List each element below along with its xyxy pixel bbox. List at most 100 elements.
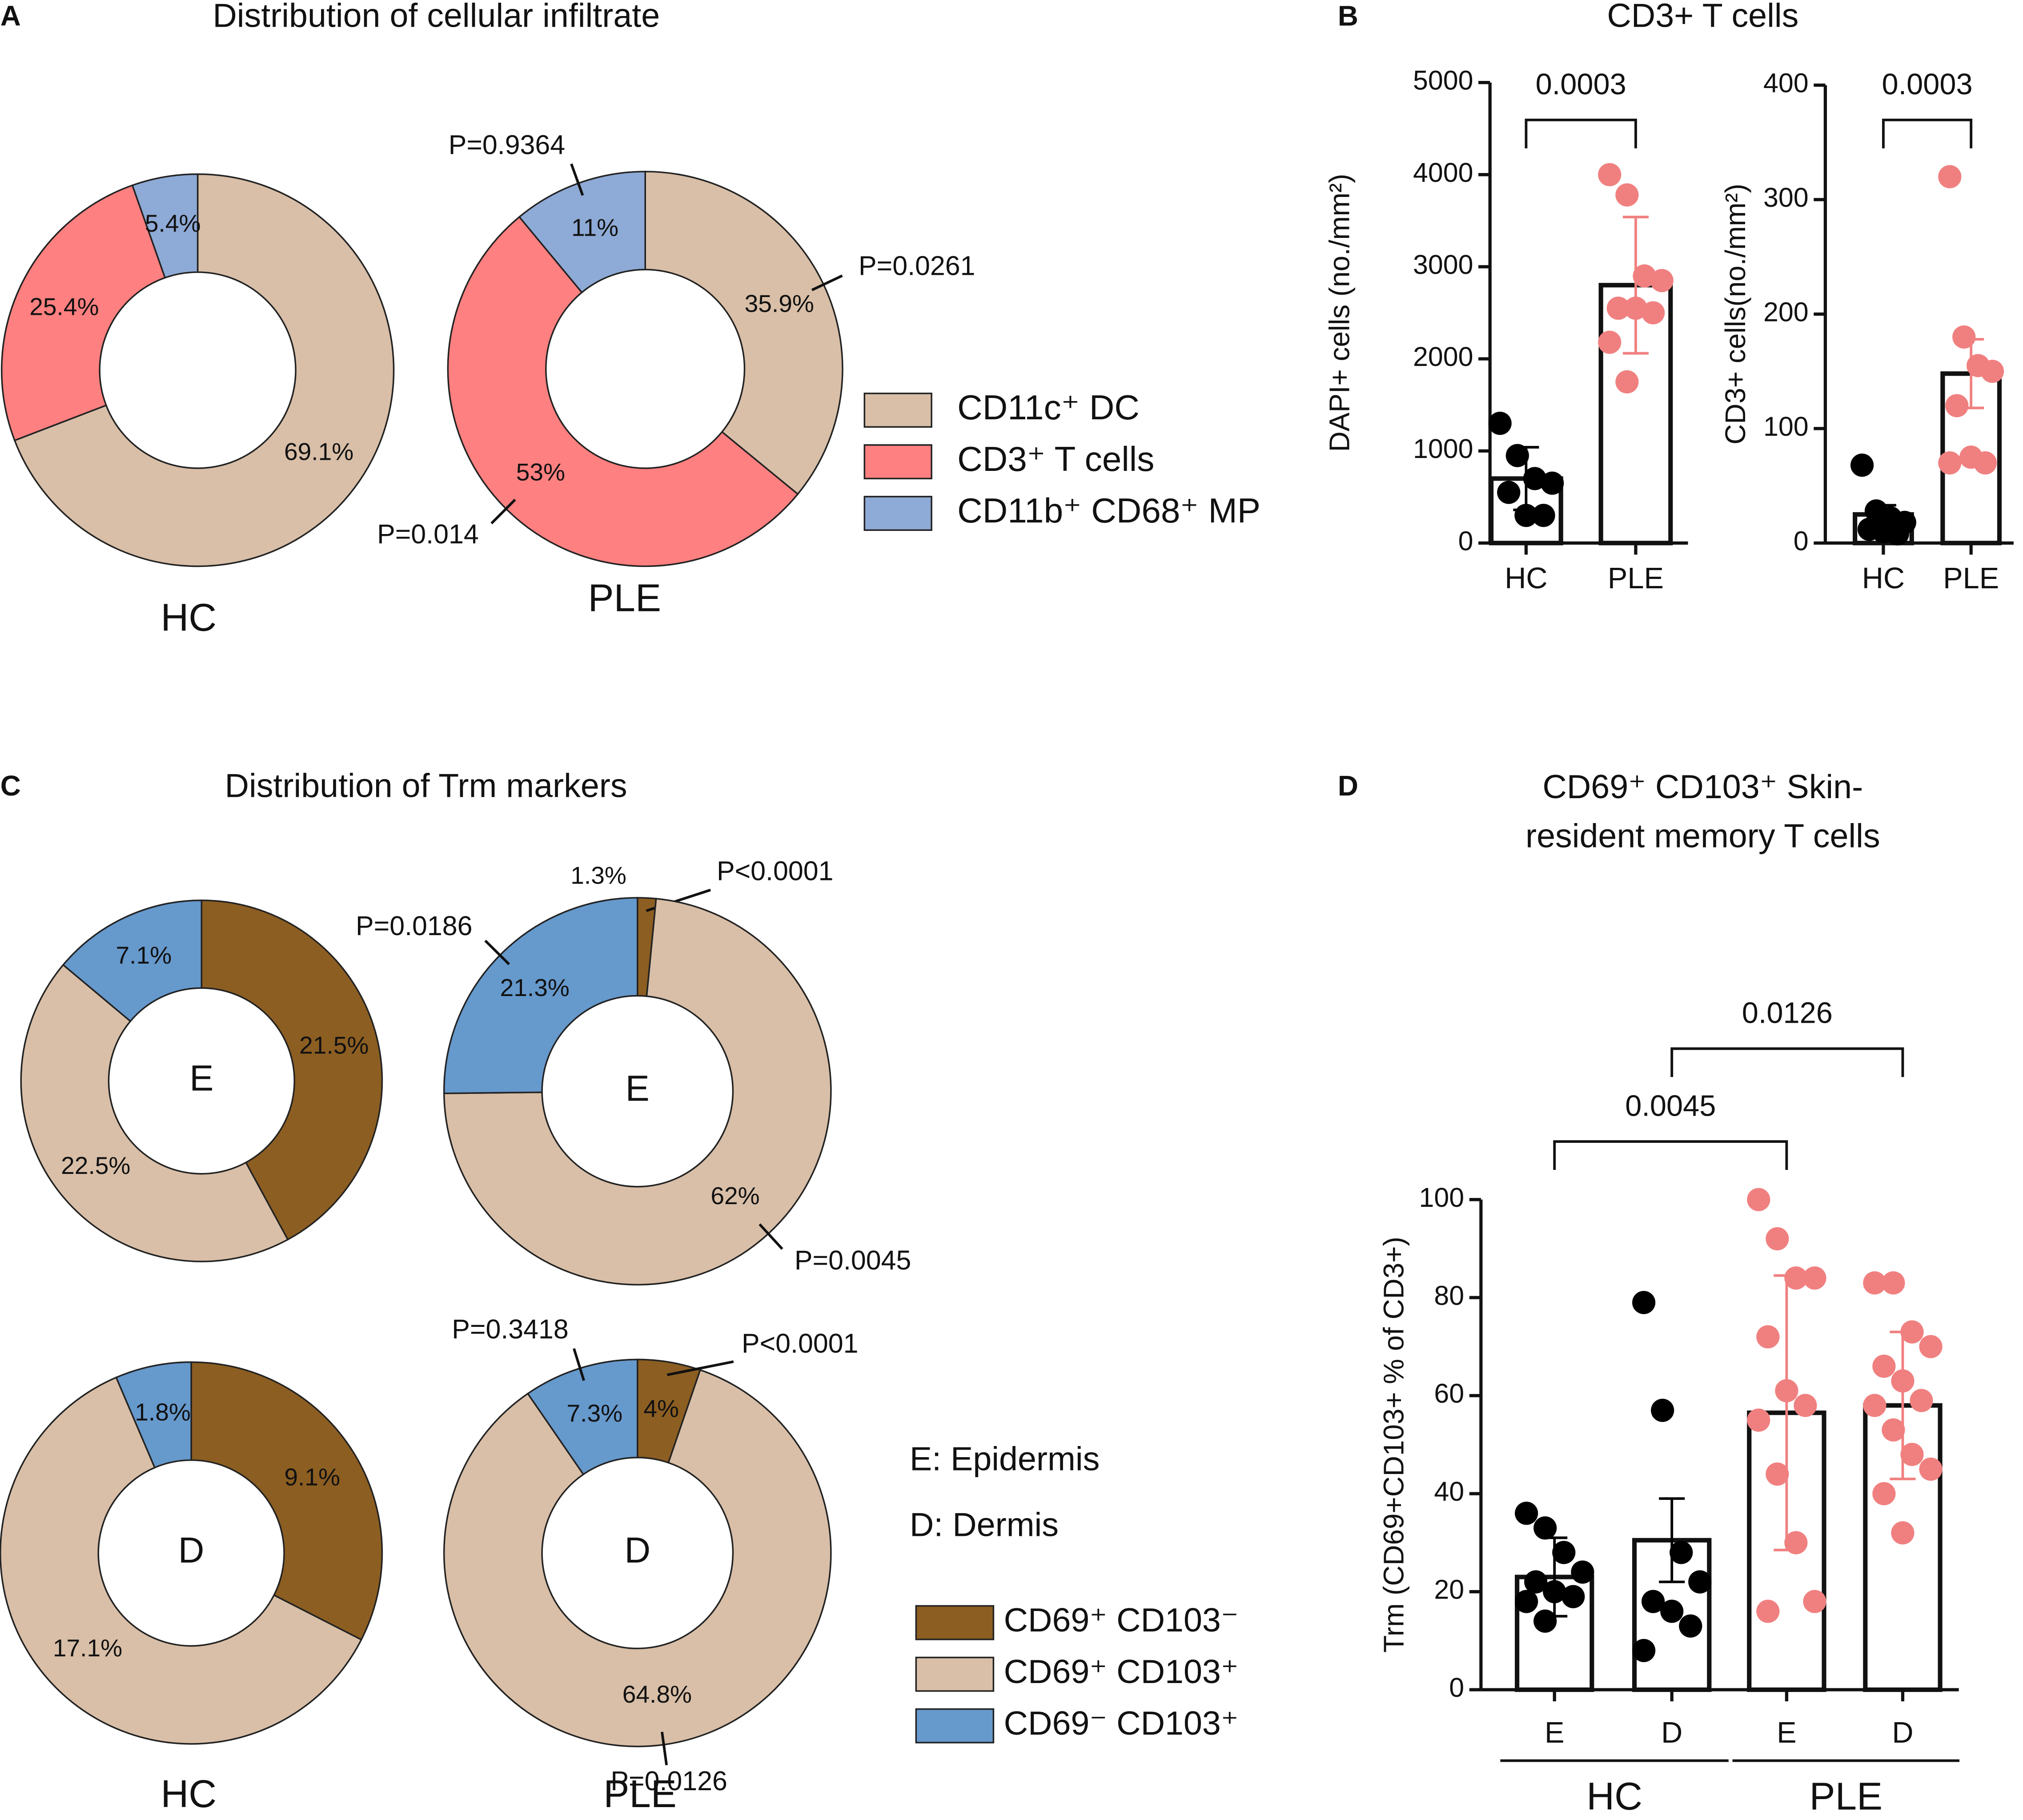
value-label: 5.4% <box>145 209 201 237</box>
p-value-annotation: P=0.0261 <box>859 251 975 281</box>
data-point <box>1775 1379 1798 1402</box>
y-axis-label: Trm (CD69+CD103+ % of CD3+) <box>1377 1237 1409 1652</box>
pie-segment <box>20 964 289 1262</box>
data-point <box>1505 444 1529 467</box>
data-point <box>1632 1291 1656 1314</box>
data-point <box>1900 1442 1924 1466</box>
value-label: 64.8% <box>622 1680 692 1708</box>
pie-segment <box>443 1369 832 1748</box>
data-point <box>1952 325 1976 349</box>
p-value-annotation: P<0.0001 <box>717 856 833 886</box>
value-label: 21.3% <box>500 974 570 1001</box>
data-point <box>1766 1227 1789 1251</box>
significance-label: 0.0045 <box>1625 1089 1716 1122</box>
x-tick-label: HC <box>1505 562 1547 595</box>
pie-segment <box>190 1361 383 1641</box>
value-label: 22.5% <box>61 1152 130 1179</box>
data-point <box>1488 411 1512 435</box>
data-point <box>1615 183 1639 207</box>
legend-label: CD11b⁺ CD68⁺ MP <box>957 491 1260 530</box>
data-point <box>1938 451 1962 475</box>
data-point <box>1756 1599 1780 1623</box>
value-label: 21.5% <box>299 1032 369 1059</box>
significance-label: 0.0003 <box>1536 68 1626 101</box>
x-tick-label: E <box>1545 1716 1565 1749</box>
pie-center-label: D <box>178 1530 205 1571</box>
data-point <box>1747 1408 1770 1432</box>
pie-segment <box>644 171 843 495</box>
data-point <box>1784 1266 1808 1290</box>
panel-title: resident memory T cells <box>1525 817 1880 854</box>
y-tick-label: 1000 <box>1413 434 1473 464</box>
annotation-leader <box>484 940 510 965</box>
data-point <box>1533 1609 1557 1633</box>
value-label: 62% <box>710 1182 759 1209</box>
x-tick-label: HC <box>1862 562 1905 595</box>
significance-label: 0.0003 <box>1882 68 1973 101</box>
legend-swatch <box>863 392 932 428</box>
data-point <box>1794 1394 1817 1417</box>
pie-center-label: E <box>626 1069 650 1109</box>
data-point <box>1532 503 1555 527</box>
column-label: PLE <box>603 1772 676 1816</box>
y-axis-label: DAPI+ cells (no./mm²) <box>1323 174 1355 452</box>
y-tick-label: 100 <box>1419 1182 1465 1213</box>
y-tick-label: 40 <box>1434 1476 1464 1507</box>
x-tick-label: E <box>1777 1716 1797 1749</box>
y-axis-label: CD3+ cells(no./mm²) <box>1719 184 1751 445</box>
significance-label: 0.0126 <box>1742 997 1833 1030</box>
pie-segment <box>62 900 203 1023</box>
data-point <box>1632 1639 1656 1662</box>
legend-swatch <box>915 1656 995 1692</box>
pie-segment <box>201 900 383 1241</box>
value-label: 35.9% <box>745 290 814 317</box>
legend-swatch <box>915 1605 995 1640</box>
data-point <box>1863 1271 1887 1295</box>
p-value-annotation: P=0.3418 <box>452 1314 568 1344</box>
value-label: 17.1% <box>53 1634 122 1662</box>
significance-bracket <box>1553 1140 1788 1170</box>
value-label: 9.1% <box>284 1463 340 1491</box>
pie-segment <box>0 1376 362 1745</box>
annotation-leader <box>573 1348 586 1381</box>
panel-label: D <box>1338 770 1358 802</box>
y-tick-label: 200 <box>1763 297 1809 327</box>
note: E: Epidermis <box>910 1440 1100 1478</box>
significance-bracket <box>1525 118 1637 149</box>
legend-label: CD3⁺ T cells <box>957 439 1154 478</box>
data-point <box>1523 467 1547 490</box>
data-point <box>1882 1418 1905 1442</box>
data-point <box>1766 1462 1789 1486</box>
pie-label: PLE <box>588 577 661 620</box>
data-point <box>1606 296 1630 320</box>
panel-title: CD3+ T cells <box>1607 0 1798 34</box>
legend-swatch <box>863 496 932 531</box>
data-point <box>1524 1570 1548 1594</box>
significance-bracket <box>1670 1047 1904 1077</box>
pie-segment <box>115 1361 192 1469</box>
x-tick-label: D <box>1892 1716 1913 1749</box>
panel-title: CD69⁺ CD103⁺ Skin- <box>1542 768 1863 805</box>
data-point <box>1633 264 1656 288</box>
annotation-leader <box>661 1732 668 1766</box>
value-label: 7.3% <box>567 1399 623 1427</box>
data-point <box>1688 1570 1712 1594</box>
data-point <box>1891 1521 1915 1545</box>
value-label: 11% <box>571 213 618 241</box>
panel-label: A <box>0 0 21 32</box>
p-value-annotation: P=0.014 <box>377 519 479 549</box>
pie-segment <box>131 173 199 279</box>
data-point <box>1642 1590 1665 1613</box>
y-tick-label: 60 <box>1434 1378 1464 1409</box>
y-tick-label: 0 <box>1794 526 1809 556</box>
data-point <box>1756 1325 1780 1349</box>
value-label: 25.4% <box>29 293 99 321</box>
data-point <box>1552 1541 1576 1564</box>
y-tick-label: 300 <box>1763 182 1809 213</box>
data-point <box>1598 330 1622 354</box>
data-point <box>1919 1457 1943 1481</box>
value-label: 4% <box>643 1395 679 1422</box>
data-point <box>1571 1560 1594 1584</box>
